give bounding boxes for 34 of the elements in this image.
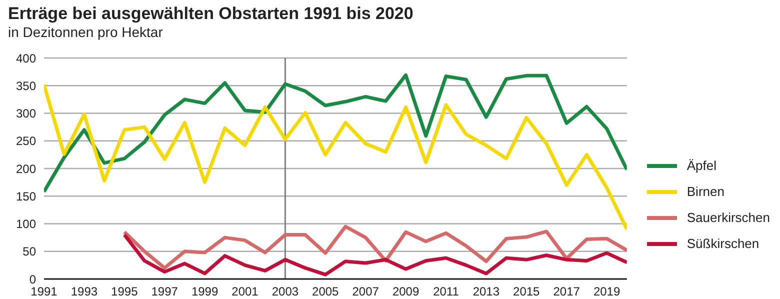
x-tick-label: 2005 [312, 284, 340, 299]
y-tick-label: 350 [16, 78, 36, 93]
x-tick-label: 2013 [472, 284, 500, 299]
x-tick-label: 2009 [392, 284, 420, 299]
legend-label: Äpfel [686, 158, 717, 173]
y-tick-label: 0 [29, 272, 36, 286]
x-tick-label: 2019 [593, 284, 620, 299]
line-series [122, 233, 627, 276]
x-tick-label: 1991 [30, 284, 58, 299]
x-tick-label: 1999 [191, 284, 218, 299]
y-tick-label: 50 [22, 244, 36, 259]
line-series [122, 224, 627, 270]
x-tick-label: 1993 [70, 284, 98, 299]
x-tick-label: 2011 [433, 284, 460, 299]
x-tick-label: 2017 [553, 284, 580, 299]
line-series [44, 82, 627, 232]
y-tick-label: 200 [16, 162, 36, 176]
y-tick-label: 100 [16, 217, 36, 232]
chart-subtitle: in Dezitonnen pro Hektar [8, 24, 164, 40]
y-tick-label: 400 [16, 51, 36, 66]
x-tick-label: 2015 [513, 284, 540, 299]
x-tick-label: 2007 [352, 284, 380, 299]
x-tick-label: 2001 [232, 284, 259, 299]
legend-label: Süßkirschen [686, 236, 760, 251]
x-tick-label: 1995 [111, 284, 138, 299]
y-tick-label: 250 [16, 134, 36, 148]
legend-label: Sauerkirschen [686, 210, 770, 225]
y-tick-label: 150 [16, 189, 36, 204]
x-tick-label: 1997 [151, 284, 178, 299]
legend-label: Birnen [686, 184, 724, 199]
line-series [44, 73, 627, 194]
x-tick-label: 2003 [272, 284, 299, 299]
y-tick-label: 300 [16, 106, 36, 121]
chart-title: Erträge bei ausgewählten Obstarten 1991 bis 2020 [8, 4, 414, 24]
